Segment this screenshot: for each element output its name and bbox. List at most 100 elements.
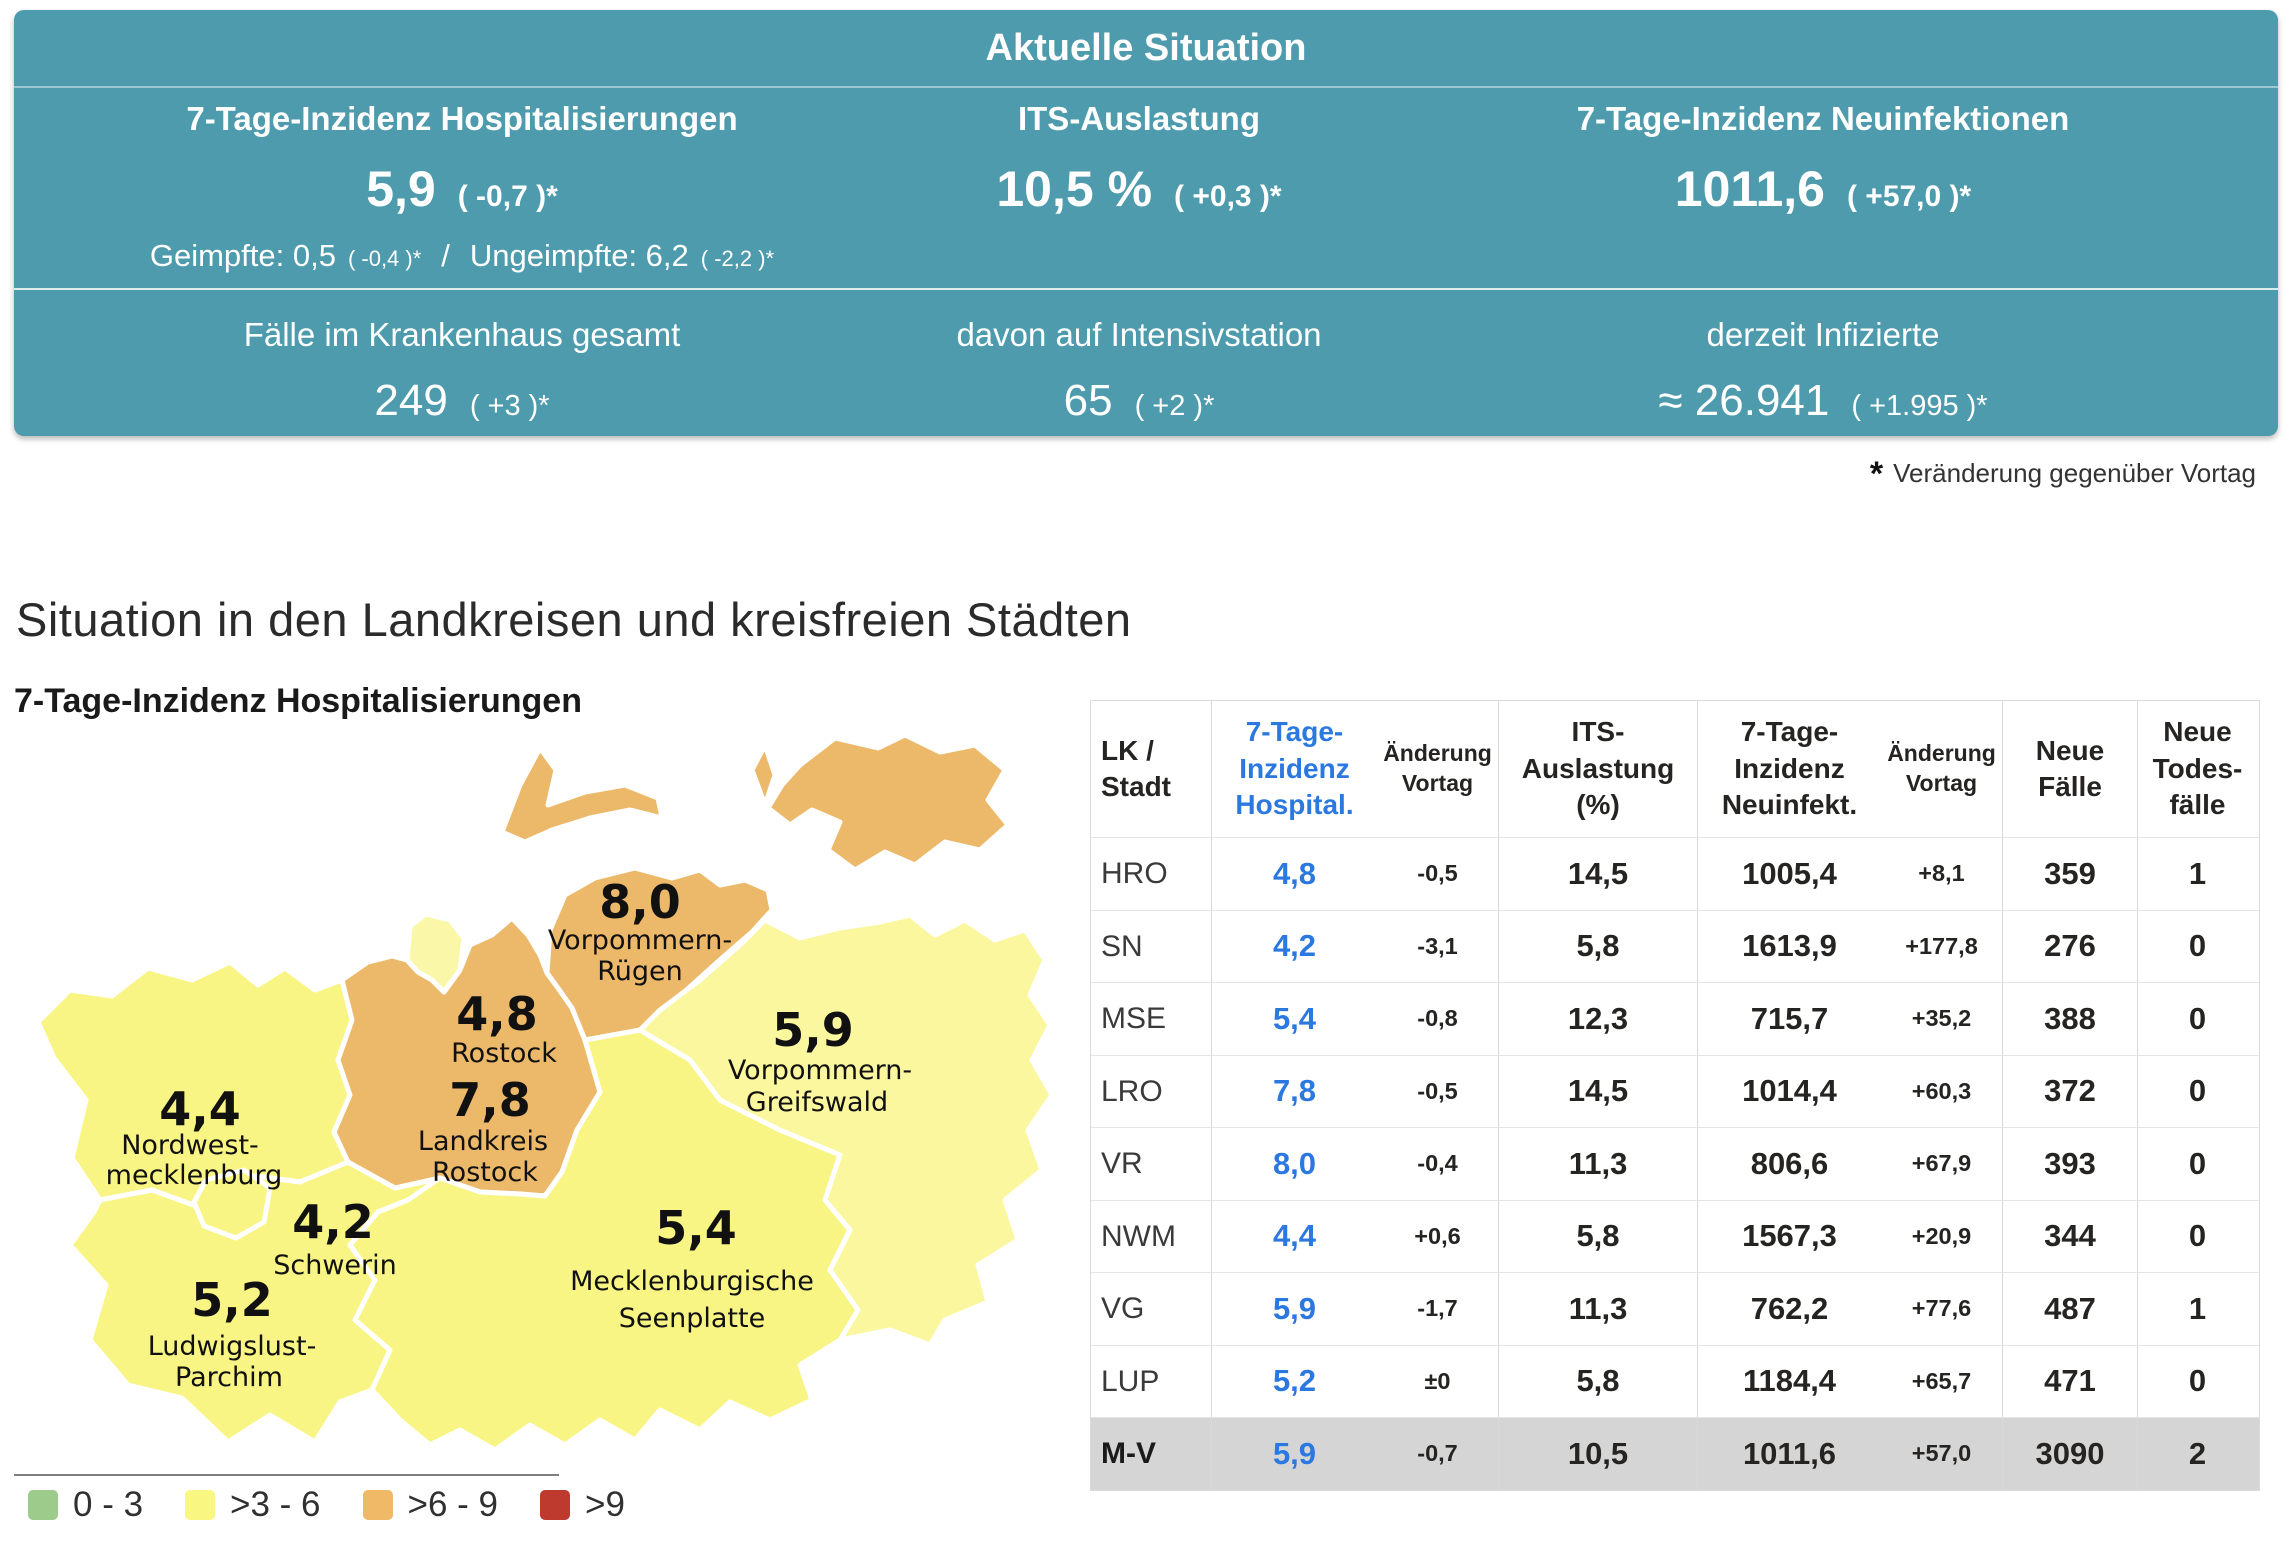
- map-label-HRO-0: Rostock: [451, 1038, 557, 1069]
- footnote-asterisk: *: [1869, 455, 1884, 493]
- cell-hosp: 4,4: [1272, 1218, 1317, 1254]
- col-header-neue-todesfaelle[interactable]: Neue Todes- fälle: [2152, 716, 2243, 821]
- map-region-schwerin[interactable]: [191, 1167, 273, 1241]
- map-label-MSE-1: Seenplatte: [619, 1303, 765, 1334]
- cell-neu: 1613,9: [1742, 928, 1837, 964]
- col-header-neuinfektionen[interactable]: 7-Tage- Inzidenz Neuinfekt.: [1721, 716, 1858, 821]
- cell-nchg: +67,9: [1881, 1128, 2003, 1200]
- kpi-label: ITS-Auslastung: [1017, 100, 1260, 137]
- cell-neu: 806,6: [1750, 1145, 1829, 1181]
- cell-hchg: -3,1: [1377, 910, 1499, 982]
- legend-swatch: [28, 1490, 58, 1520]
- cell-code: LUP: [1091, 1345, 1212, 1417]
- cell-neu: 1011,6: [1742, 1435, 1837, 1471]
- map-label-LRO-1: Rostock: [432, 1157, 538, 1188]
- section-title: Situation in den Landkreisen und kreisfr…: [16, 593, 1132, 646]
- kpi-its-auslastung: ITS-Auslastung 10,5 % ( +0,3 )*: [910, 88, 1368, 288]
- table-row-LUP[interactable]: LUP 5,2 ±0 5,8 1184,4 +65,7 471 0: [1091, 1344, 2259, 1417]
- legend-item-3: >9: [540, 1485, 651, 1525]
- cell-its: 12,3: [1499, 983, 1698, 1055]
- legend-item-2: >6 - 9: [362, 1485, 524, 1525]
- cell-faelle: 276: [2003, 910, 2138, 982]
- kpi-label: 7-Tage-Inzidenz Neuinfektionen: [1576, 100, 2070, 137]
- col-header-its-auslastung[interactable]: ITS- Auslastung (%): [1499, 701, 1698, 837]
- cell-neu: 762,2: [1750, 1290, 1829, 1326]
- kpi-krankenhaus-gesamt: Fälle im Krankenhaus gesamt 249 ( +3 )*: [14, 290, 910, 436]
- kpi-change: ( +0,3 )*: [1174, 180, 1282, 213]
- map-value-VG: 5,9: [772, 1003, 854, 1057]
- legend-swatch: [362, 1490, 393, 1520]
- kpi-change: ( +57,0 )*: [1846, 180, 1972, 213]
- map-region-vorpommern-ruegen[interactable]: [544, 865, 775, 1043]
- map-region-rostock-stadt[interactable]: [404, 911, 467, 995]
- map-island-hiddensee[interactable]: [749, 742, 778, 808]
- current-situation-panel: Aktuelle Situation 7-Tage-Inzidenz Hospi…: [14, 10, 2278, 436]
- cell-hchg: +0,6: [1377, 1200, 1499, 1272]
- cell-its: 10,5: [1499, 1418, 1698, 1490]
- table-row-NWM[interactable]: NWM 4,4 +0,6 5,8 1567,3 +20,9 344 0: [1091, 1199, 2259, 1272]
- cell-code: M-V: [1091, 1418, 1212, 1490]
- cell-neu: 715,7: [1750, 1000, 1829, 1036]
- table-row-LRO[interactable]: LRO 7,8 -0,5 14,5 1014,4 +60,3 372 0: [1091, 1054, 2259, 1127]
- kpi-intensivstation: davon auf Intensivstation 65 ( +2 )*: [910, 290, 1368, 436]
- cell-code: HRO: [1091, 838, 1212, 910]
- kpi-sub-vaccination-split: Geimpfte: 0,5 ( -0,4 )* / Ungeimpfte: 6,…: [150, 238, 774, 274]
- cell-tote: 1: [2188, 1290, 2207, 1326]
- sub-separator: /: [441, 238, 450, 273]
- table-body: HRO 4,8 -0,5 14,5 1005,4 +8,1 359 1 SN 4,2 -3,1 5,8…: [1091, 837, 2259, 1490]
- map-value-LRO: 7,8: [449, 1073, 531, 1127]
- map-label-MSE-0: Mecklenburgische: [570, 1266, 814, 1297]
- col-header-aenderung-vortag-1[interactable]: Änderung Vortag: [1377, 701, 1499, 837]
- cell-hchg: -0,5: [1377, 1055, 1499, 1127]
- map-label-LUP-1: Parchim: [175, 1362, 283, 1393]
- cell-tote: 0: [2188, 1145, 2207, 1181]
- map-value-HRO: 4,8: [456, 987, 538, 1041]
- legend-item-1: >3 - 6: [185, 1485, 346, 1525]
- kpi-label: davon auf Intensivstation: [956, 316, 1322, 353]
- kpi-value: 1011,6: [1674, 161, 1825, 217]
- col-header-neue-faelle[interactable]: Neue Fälle: [2003, 701, 2138, 837]
- table-row-HRO[interactable]: HRO 4,8 -0,5 14,5 1005,4 +8,1 359 1: [1091, 837, 2259, 910]
- kpi-derzeit-infizierte: derzeit Infizierte ≈ 26.941 ( +1.995 )*: [1368, 290, 2278, 436]
- cell-code: VR: [1091, 1128, 1212, 1200]
- ungeimpfte-change: ( -2,2 )*: [700, 246, 775, 271]
- table-row-VG[interactable]: VG 5,9 -1,7 11,3 762,2 +77,6 487 1: [1091, 1272, 2259, 1345]
- table-row-M-V[interactable]: M-V 5,9 -0,7 10,5 1011,6 +57,0 3090 2: [1091, 1417, 2259, 1490]
- cell-hchg: -1,7: [1377, 1273, 1499, 1345]
- footnote: * Veränderung gegenüber Vortag: [0, 452, 2256, 493]
- cell-hchg: ±0: [1377, 1345, 1499, 1417]
- col-header-aenderung-vortag-2[interactable]: Änderung Vortag: [1881, 701, 2003, 837]
- footnote-text: Veränderung gegenüber Vortag: [1893, 458, 2256, 488]
- map-island-ruegen[interactable]: [765, 732, 1011, 873]
- table-row-VR[interactable]: VR 8,0 -0,4 11,3 806,6 +67,9 393 0: [1091, 1127, 2259, 1200]
- cell-hosp: 7,8: [1272, 1073, 1317, 1109]
- legend-label: >6 - 9: [407, 1485, 499, 1524]
- map-label-VG-0: Vorpommern-: [728, 1055, 912, 1086]
- map-label-VR-1: Rügen: [597, 956, 683, 987]
- table-header-row: LK / Stadt 7-Tage- Inzidenz Hospital. Än…: [1091, 701, 2259, 837]
- cell-hosp: 5,4: [1272, 1000, 1317, 1036]
- geimpfte-change: ( -0,4 )*: [347, 246, 422, 271]
- cell-hchg: -0,7: [1377, 1418, 1499, 1490]
- cell-nchg: +177,8: [1881, 910, 2003, 982]
- cell-hchg: -0,4: [1377, 1128, 1499, 1200]
- kpi-value: 10,5 %: [996, 161, 1153, 217]
- map-region-vorpommern-greifswald[interactable]: [637, 912, 1055, 1348]
- col-header-hospital-inzidenz[interactable]: 7-Tage- Inzidenz Hospital.: [1235, 716, 1354, 821]
- kpi-label: 7-Tage-Inzidenz Hospitalisierungen: [186, 100, 738, 137]
- col-header-lk-stadt[interactable]: LK / Stadt: [1091, 701, 1212, 837]
- legend-item-0: 0 - 3: [28, 1485, 169, 1525]
- map-peninsula-darss[interactable]: [499, 745, 665, 845]
- table-row-MSE[interactable]: MSE 5,4 -0,8 12,3 715,7 +35,2 388 0: [1091, 982, 2259, 1055]
- cell-neu: 1567,3: [1742, 1218, 1837, 1254]
- cell-faelle: 388: [2003, 983, 2138, 1055]
- cell-nchg: +77,6: [1881, 1273, 2003, 1345]
- map-value-MSE: 5,4: [655, 1201, 737, 1255]
- cell-faelle: 393: [2003, 1128, 2138, 1200]
- legend-swatch: [185, 1490, 216, 1520]
- district-table: LK / Stadt 7-Tage- Inzidenz Hospital. Än…: [1090, 700, 2260, 1491]
- kpi-change: ( +1.995 )*: [1851, 390, 1988, 422]
- cell-code: LRO: [1091, 1055, 1212, 1127]
- table-row-SN[interactable]: SN 4,2 -3,1 5,8 1613,9 +177,8 276 0: [1091, 909, 2259, 982]
